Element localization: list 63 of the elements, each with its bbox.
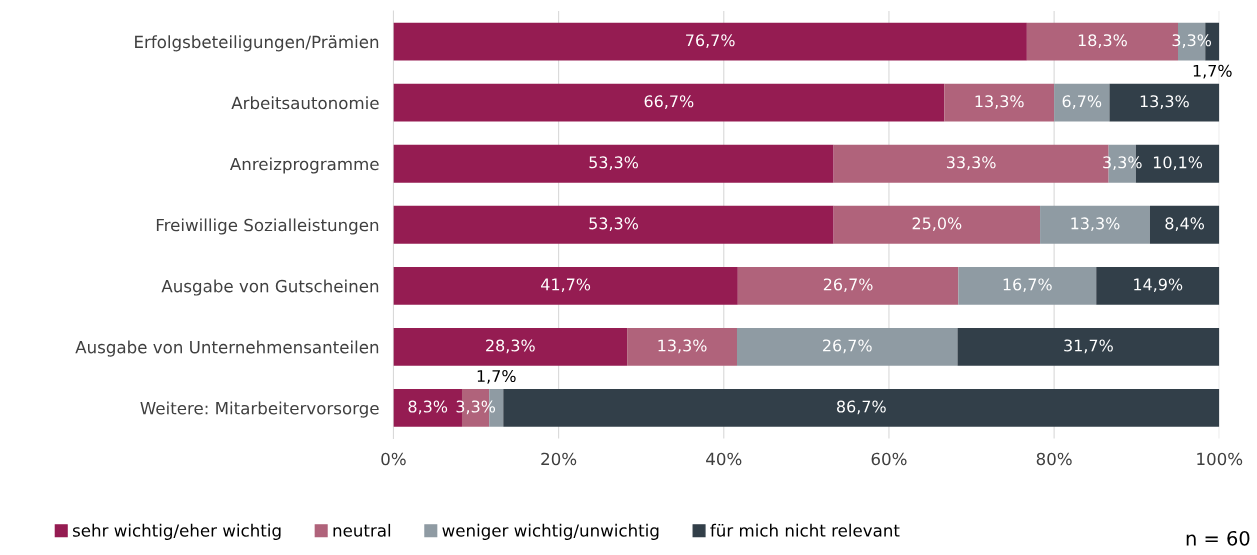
bar [393, 22, 1027, 61]
data-label: 25,0% [912, 217, 962, 232]
data-label: 1,7% [477, 369, 516, 384]
bar [1149, 205, 1220, 244]
x-tick-label: 60% [871, 452, 907, 466]
y-tick-label: Ausgabe von Unternehmensanteilen [75, 340, 379, 357]
data-label: 18,3% [1078, 34, 1127, 48]
bar [393, 327, 628, 366]
x-tick-label: 80% [1036, 452, 1072, 466]
bar [1109, 83, 1220, 122]
bar [1096, 266, 1220, 305]
legend-label: neutral [333, 523, 391, 537]
x-tick-label: 100% [1197, 452, 1243, 466]
data-label: 53,3% [589, 156, 639, 170]
x-tick-label: 0% [381, 452, 406, 466]
bar [627, 327, 737, 366]
bar [1054, 83, 1110, 122]
bar [393, 144, 834, 183]
data-label: 26,7% [823, 339, 872, 354]
y-tick-label: Weitere: Mitarbeitervorsorge [140, 401, 379, 418]
legend-label: weniger wichtig/unwichtig [442, 523, 659, 540]
bar [833, 205, 1041, 244]
data-label: 3,3% [456, 400, 496, 415]
legend-label: sehr wichtig/eher wichtig [72, 523, 281, 540]
data-label: 66,7% [644, 95, 694, 109]
bar [957, 327, 1220, 366]
data-label: 86,7% [837, 400, 886, 415]
bar [393, 83, 945, 122]
data-label: 8,3% [408, 400, 448, 415]
y-tick-label: Freiwillige Sozialleistungen [156, 218, 379, 235]
data-label: 16,7% [1003, 278, 1052, 293]
data-label: 33,3% [946, 156, 996, 170]
data-label: 31,7% [1064, 339, 1113, 354]
bar [1040, 205, 1150, 244]
legend-label: für mich nicht relevant [710, 523, 900, 537]
bar [737, 266, 959, 305]
data-label: 13,3% [658, 339, 707, 354]
bar [944, 83, 1055, 122]
bar [393, 266, 738, 305]
x-tick-label: 40% [706, 452, 742, 466]
x-tick-label: 20% [541, 452, 577, 466]
data-label: 13,3% [1140, 95, 1189, 109]
bar [958, 266, 1097, 305]
data-label: 76,7% [686, 34, 735, 48]
data-label: 14,9% [1134, 278, 1183, 293]
text: n = 60 [1186, 530, 1250, 546]
bar [736, 327, 958, 366]
data-label: 13,3% [975, 95, 1024, 109]
bar [393, 205, 834, 244]
data-label: 26,7% [823, 278, 873, 293]
data-label: 13,3% [1071, 217, 1120, 232]
data-label: 1,7% [1193, 64, 1232, 79]
y-tick-label: Anreizprogramme [229, 157, 379, 174]
y-tick-label: Erfolgsbeteiligungen/Prämien [135, 35, 379, 52]
y-tick-label: Ausgabe von Gutscheinen [161, 279, 379, 296]
data-label: 6,7% [1062, 95, 1102, 109]
data-label: 8,4% [1165, 217, 1205, 232]
data-label: 10,1% [1153, 156, 1203, 170]
y-tick-label: Arbeitsautonomie [231, 96, 379, 110]
data-label: 53,3% [589, 217, 639, 232]
data-label: 41,7% [541, 278, 591, 293]
data-label: 28,3% [486, 339, 535, 354]
bar [503, 389, 1220, 427]
